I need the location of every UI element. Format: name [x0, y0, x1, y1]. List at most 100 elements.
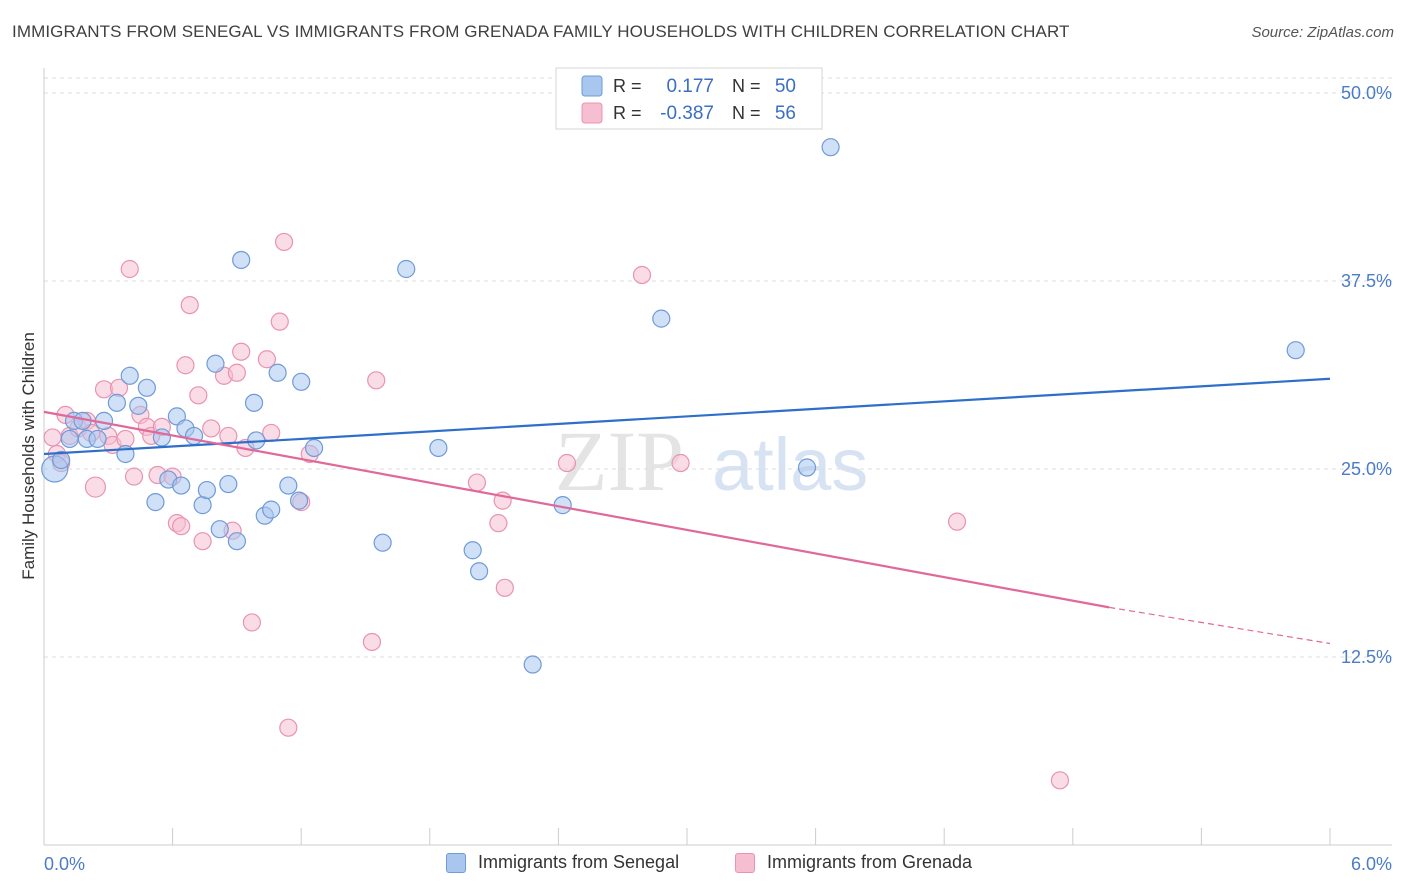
senegal-point [268, 363, 287, 382]
y-axis-label: Family Households with Children [19, 332, 38, 580]
y-tick-label: 12.5% [1341, 647, 1392, 667]
senegal-point [469, 562, 489, 581]
senegal-point [279, 476, 298, 495]
senegal-point [797, 458, 817, 477]
grenada-point [489, 514, 508, 533]
senegal-point [262, 500, 281, 519]
senegal-swatch [446, 852, 466, 873]
grenada-point [172, 517, 191, 536]
grenada-point [557, 453, 577, 473]
grenada-point [274, 232, 294, 252]
grenada-point [362, 632, 382, 652]
senegal-point [60, 429, 79, 449]
senegal-point [107, 393, 126, 412]
grenada-point [467, 473, 487, 492]
senegal-point [137, 378, 156, 397]
watermark-zip: ZIP [555, 413, 684, 509]
grenada-point [84, 476, 107, 498]
grenada-point [270, 312, 289, 331]
grenada-point [242, 613, 262, 632]
senegal-point [88, 429, 107, 449]
legend-senegal-r-value: 0.177 [666, 76, 714, 97]
series-legend: Immigrants from Senegal Immigrants from … [0, 852, 1406, 878]
grenada-point [219, 426, 238, 446]
grenada-point [124, 467, 144, 486]
grenada-point [180, 295, 199, 315]
chart-title: IMMIGRANTS FROM SENEGAL VS IMMIGRANTS FR… [12, 22, 1070, 41]
series-legend-grenada: Immigrants from Grenada [735, 852, 972, 873]
senegal-point [193, 496, 212, 515]
tick-labels: 12.5% 25.0% 37.5% 50.0% 0.0% 6.0% [44, 83, 1392, 874]
senegal-point [292, 372, 311, 391]
legend-senegal-r-label: R = [613, 76, 642, 96]
grenada-trend-line [43, 410, 1110, 609]
senegal-point [129, 396, 148, 415]
senegal-point [652, 309, 671, 328]
senegal-point [184, 426, 204, 446]
senegal-point [289, 491, 309, 510]
axes [43, 68, 1392, 846]
senegal-point [227, 532, 246, 551]
grenada-point [120, 259, 139, 279]
trend-lines [43, 377, 1331, 645]
senegal-point [1286, 341, 1305, 360]
legend-grenada-r-label: R = [613, 103, 642, 123]
senegal-point [206, 354, 225, 373]
senegal-point [232, 250, 251, 270]
legend-senegal-n-value: 50 [775, 76, 796, 97]
watermark-atlas: atlas [712, 423, 868, 506]
y-tick-label: 25.0% [1341, 459, 1392, 479]
grenada-point [671, 453, 690, 473]
grenada-point [257, 350, 277, 369]
grenada-point [632, 265, 652, 285]
senegal-point [120, 366, 139, 385]
senegal-point [219, 474, 238, 494]
grenada-point [1050, 771, 1070, 790]
senegal-point [172, 476, 191, 495]
senegal-point [244, 393, 264, 412]
legend-grenada-r-value: -0.387 [660, 103, 714, 124]
senegal-point [523, 655, 542, 674]
senegal-point [146, 493, 165, 512]
legend-grenada-swatch [581, 102, 603, 124]
grenada-swatch [735, 852, 755, 873]
legend-grenada-n-value: 56 [775, 103, 796, 124]
grenada-trend-line-extension [1109, 606, 1331, 645]
senegal-point [397, 259, 416, 279]
legend-senegal-n-label: N = [732, 76, 761, 96]
senegal-point [210, 520, 229, 539]
grenada-point [262, 423, 281, 443]
grenada-point [94, 380, 114, 399]
grenada-point [495, 578, 514, 597]
grenada-legend-label: Immigrants from Grenada [767, 852, 973, 872]
senegal-point [304, 438, 324, 458]
legend-grenada-n-label: N = [732, 103, 761, 123]
grenada-point [43, 428, 62, 447]
correlation-legend: R = 0.177 N = 50 R = -0.387 N = 56 [555, 67, 823, 130]
grenada-point [367, 371, 386, 390]
grenada-point [193, 532, 212, 551]
x-tick-label-min: 0.0% [44, 854, 85, 874]
grenada-point [202, 419, 221, 438]
grenada-point [232, 342, 251, 361]
y-tick-label: 50.0% [1341, 83, 1392, 103]
grenada-point [279, 718, 298, 737]
grenada-point [947, 512, 967, 531]
x-tick-label-max: 6.0% [1351, 854, 1392, 874]
grenada-point [189, 386, 208, 405]
legend-senegal-swatch [581, 75, 603, 97]
source-credit: Source: ZipAtlas.com [1251, 24, 1394, 41]
senegal-point [429, 438, 448, 458]
senegal-trend-line [43, 377, 1331, 456]
senegal-points [41, 138, 1305, 674]
senegal-point [463, 541, 482, 560]
grenada-point [176, 356, 195, 375]
grid-lines [44, 77, 1392, 658]
y-tick-label: 37.5% [1341, 271, 1392, 291]
series-legend-senegal: Immigrants from Senegal [446, 852, 679, 873]
senegal-point [373, 533, 392, 552]
senegal-legend-label: Immigrants from Senegal [478, 852, 680, 872]
senegal-point [52, 450, 71, 470]
grenada-point [227, 363, 246, 382]
